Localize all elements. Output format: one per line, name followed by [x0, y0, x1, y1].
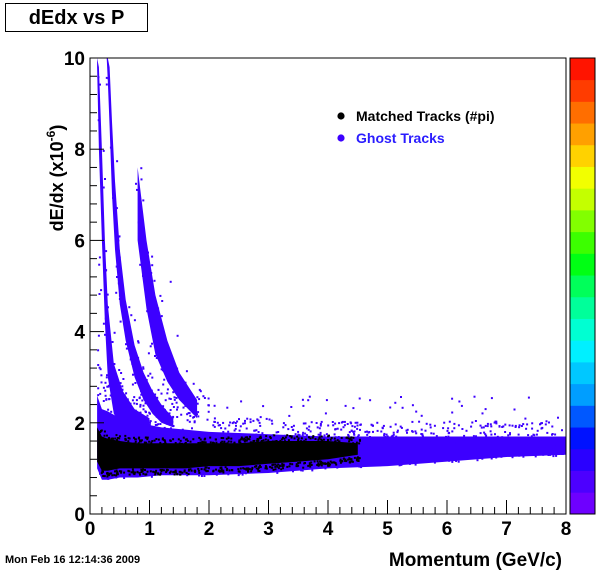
palette-swatch — [570, 79, 595, 102]
legend-marker — [337, 112, 345, 120]
x-tick-label: 1 — [144, 519, 155, 540]
x-tick-label: 6 — [442, 519, 453, 540]
y-tick-label: 6 — [74, 231, 85, 252]
y-axis-label-close: ) — [47, 125, 67, 131]
y-axis-label-exponent: -6 — [44, 130, 58, 141]
x-tick-label: 0 — [85, 519, 96, 540]
palette-swatch — [570, 318, 595, 341]
y-axis-label: dE/dx (x10-6) — [44, 125, 67, 232]
palette-swatch — [570, 362, 595, 385]
palette-swatch — [570, 340, 595, 363]
x-axis-label: Momentum (GeV/c) — [389, 550, 562, 571]
ghost-tracks-layer — [97, 58, 566, 480]
palette-swatch — [570, 58, 595, 81]
palette-swatch — [570, 296, 595, 319]
palette-swatch — [570, 383, 595, 406]
chart-title: dEdx vs P — [5, 3, 148, 32]
palette-swatch — [570, 492, 595, 515]
palette-swatch — [570, 210, 595, 233]
palette-swatch — [570, 448, 595, 471]
palette-swatch — [570, 231, 595, 254]
matched-main-band — [97, 427, 358, 471]
palette-swatch — [570, 470, 595, 493]
legend-label: Ghost Tracks — [356, 130, 445, 146]
y-tick-label: 4 — [74, 323, 85, 344]
x-tick-label: 7 — [501, 519, 512, 540]
palette-swatch — [570, 405, 595, 428]
x-tick-label: 2 — [204, 519, 215, 540]
legend-label: Matched Tracks (#pi) — [356, 108, 495, 124]
legend-marker — [337, 134, 345, 142]
x-tick-label: 8 — [561, 519, 572, 540]
palette-swatch — [570, 144, 595, 167]
palette-swatch — [570, 188, 595, 211]
timestamp: Mon Feb 16 12:14:36 2009 — [5, 554, 141, 566]
y-tick-label: 2 — [74, 414, 85, 435]
matched-tracks-layer — [97, 427, 361, 478]
palette-frame — [569, 57, 596, 515]
ghost-curve-band-1 — [97, 58, 150, 437]
x-tick-label: 5 — [382, 519, 393, 540]
palette-swatch — [570, 427, 595, 450]
y-tick-label: 0 — [74, 505, 85, 526]
matched-scatter-points — [99, 429, 361, 478]
palette-swatch — [570, 275, 595, 298]
x-tick-label: 3 — [263, 519, 274, 540]
y-tick-label: 10 — [64, 49, 85, 70]
palette-swatch — [570, 253, 595, 276]
palette-swatch — [570, 123, 595, 146]
palette-swatch — [570, 101, 595, 124]
palette-swatch — [570, 166, 595, 189]
y-tick-label: 8 — [74, 140, 85, 161]
ghost-curve-band-3 — [137, 167, 198, 419]
y-axis-label-text: dE/dx (x10 — [47, 141, 67, 231]
x-tick-label: 4 — [323, 519, 334, 540]
